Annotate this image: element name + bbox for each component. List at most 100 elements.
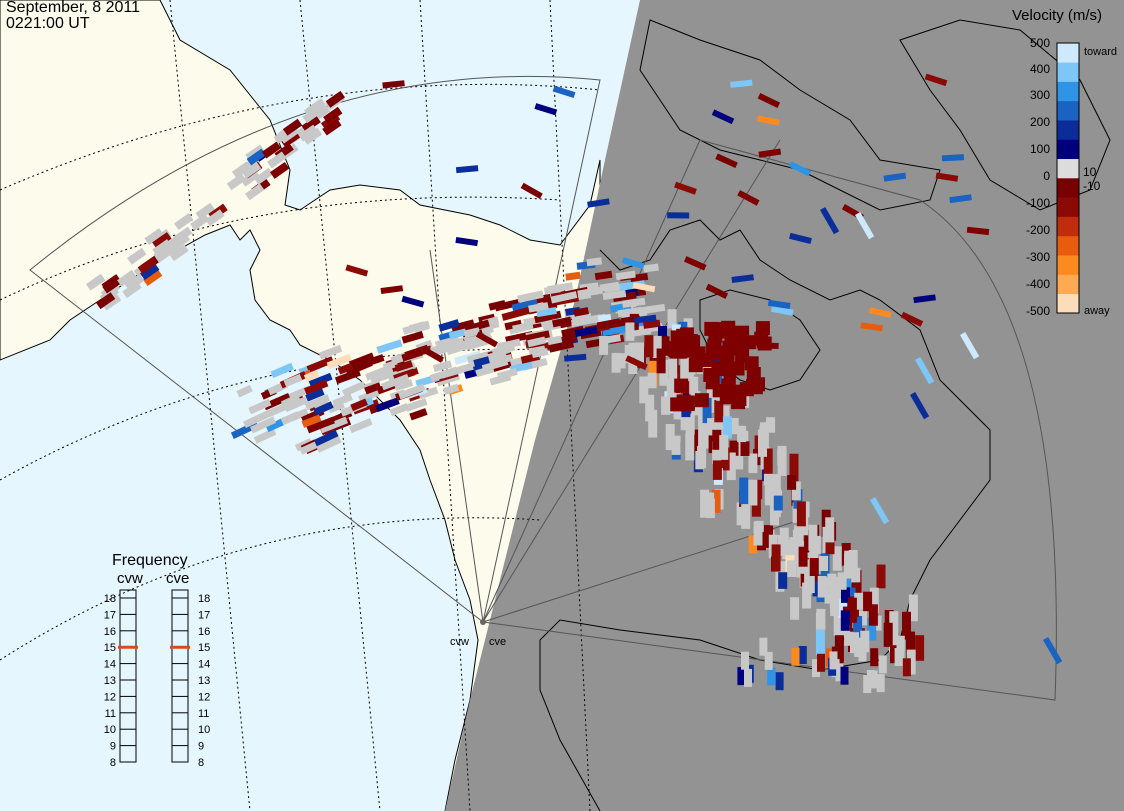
colorbar-segment bbox=[1057, 274, 1079, 295]
scatter-cell bbox=[621, 257, 645, 270]
scatter-cell bbox=[101, 293, 122, 311]
scatter-cell bbox=[280, 393, 301, 408]
scatter-cell bbox=[773, 495, 783, 511]
scatter-cell bbox=[455, 165, 479, 174]
scatter-cell bbox=[611, 352, 621, 373]
scatter-cell bbox=[844, 631, 854, 646]
frequency-tick-label: 9 bbox=[110, 741, 116, 753]
frequency-scale: 18 17 16 15 14 13 12 11 10 9 8 18 17 16 15 14 13 12 11 10 9 8 bbox=[104, 589, 210, 769]
scatter-cell bbox=[548, 340, 575, 353]
scatter-cell bbox=[666, 378, 676, 398]
scatter-cell bbox=[714, 400, 724, 423]
scatter-cell bbox=[643, 263, 659, 273]
scatter-cell bbox=[667, 212, 690, 219]
frequency-tick-label: 18 bbox=[198, 593, 210, 605]
scatter-cell bbox=[915, 357, 935, 385]
scatter-cell bbox=[152, 232, 172, 249]
scatter-cell bbox=[270, 362, 294, 379]
scatter-cell bbox=[729, 440, 739, 456]
scatter-cell bbox=[748, 453, 758, 474]
scatter-cell bbox=[731, 274, 754, 283]
scatter-cell bbox=[787, 475, 797, 490]
scatter-cell bbox=[543, 285, 561, 295]
scatter-cell bbox=[819, 556, 828, 571]
scatter-cell bbox=[902, 658, 911, 677]
scatter-cell bbox=[574, 325, 598, 337]
scatter-cell bbox=[867, 617, 877, 641]
scatter-cell bbox=[463, 327, 481, 338]
scatter-cell bbox=[730, 384, 745, 399]
scatter-cell bbox=[242, 412, 267, 428]
scatter-cell bbox=[642, 319, 661, 329]
scatter-cell bbox=[405, 398, 428, 412]
scatter-cell bbox=[767, 299, 791, 309]
scatter-cell bbox=[910, 392, 930, 420]
scatter-cell bbox=[316, 435, 342, 453]
velocity-tick-label: -100 bbox=[1026, 196, 1050, 210]
scatter-cell bbox=[683, 256, 707, 271]
scatter-cell bbox=[334, 368, 361, 385]
scatter-cell bbox=[758, 148, 782, 158]
scatter-cell bbox=[689, 376, 699, 402]
scatter-cell bbox=[633, 314, 657, 324]
scatter-cell bbox=[753, 479, 763, 500]
scatter-cell bbox=[869, 587, 879, 614]
scatter-cell bbox=[798, 646, 807, 664]
scatter-cell bbox=[531, 348, 549, 359]
scatter-cell bbox=[802, 582, 812, 609]
colorbar-segment bbox=[1057, 178, 1079, 198]
scatter-cell bbox=[815, 629, 825, 655]
scatter-cell bbox=[737, 667, 746, 686]
scatter-cell bbox=[332, 393, 354, 408]
colorbar-segment bbox=[1057, 197, 1079, 217]
scatter-cell bbox=[789, 453, 799, 482]
scatter-cell bbox=[394, 379, 414, 392]
scatter-cell bbox=[841, 587, 850, 603]
velocity-legend: Velocity (m/s) 500400300200100100-10-100… bbox=[1012, 7, 1117, 318]
scatter-cell bbox=[303, 369, 320, 382]
scatter-cell bbox=[935, 172, 959, 182]
scatter-cell bbox=[616, 353, 626, 369]
scatter-cell bbox=[870, 497, 890, 525]
scatter-cell bbox=[602, 325, 628, 337]
radar-label-cvw: cvw bbox=[450, 636, 469, 648]
scatter-cell bbox=[758, 429, 767, 457]
scatter-cell bbox=[751, 377, 765, 392]
scatter-cell bbox=[348, 352, 375, 369]
scatter-cell bbox=[894, 648, 903, 666]
frequency-tick-label: 16 bbox=[198, 626, 210, 638]
velocity-tick-label: 300 bbox=[1030, 88, 1050, 102]
scatter-cell bbox=[140, 263, 160, 281]
scatter-cell bbox=[635, 342, 644, 363]
date-label: September, 8 2011 bbox=[6, 0, 141, 16]
velocity-tick-label: -10 bbox=[1083, 179, 1101, 193]
scatter-cell bbox=[602, 289, 627, 300]
scatter-cell bbox=[586, 257, 603, 267]
colorbar-segment bbox=[1057, 158, 1079, 179]
scatter-cell bbox=[615, 270, 636, 281]
scatter-cell bbox=[771, 544, 781, 572]
scatter-cell bbox=[794, 528, 804, 556]
scatter-cell bbox=[771, 474, 781, 493]
velocity-cells bbox=[85, 73, 1063, 693]
radar-label-cve: cve bbox=[489, 636, 506, 648]
scatter-cell bbox=[262, 403, 287, 419]
scatter-cell bbox=[712, 429, 722, 450]
scatter-cell bbox=[665, 424, 675, 451]
scatter-cell bbox=[966, 226, 990, 236]
scatter-cell bbox=[941, 154, 965, 162]
frequency-tick-label: 13 bbox=[198, 675, 210, 687]
scatter-cell bbox=[712, 460, 722, 480]
scatter-cell bbox=[648, 409, 658, 438]
scatter-cell bbox=[876, 564, 886, 589]
scatter-cell bbox=[528, 302, 549, 313]
scatter-cell bbox=[283, 396, 308, 413]
scatter-cell bbox=[711, 109, 735, 125]
scatter-cell bbox=[722, 416, 732, 439]
colorbar-segment bbox=[1057, 139, 1079, 160]
scatter-cell bbox=[827, 573, 837, 598]
scatter-cell bbox=[808, 524, 818, 551]
scatter-cell bbox=[647, 372, 657, 389]
scatter-cell bbox=[466, 351, 489, 364]
